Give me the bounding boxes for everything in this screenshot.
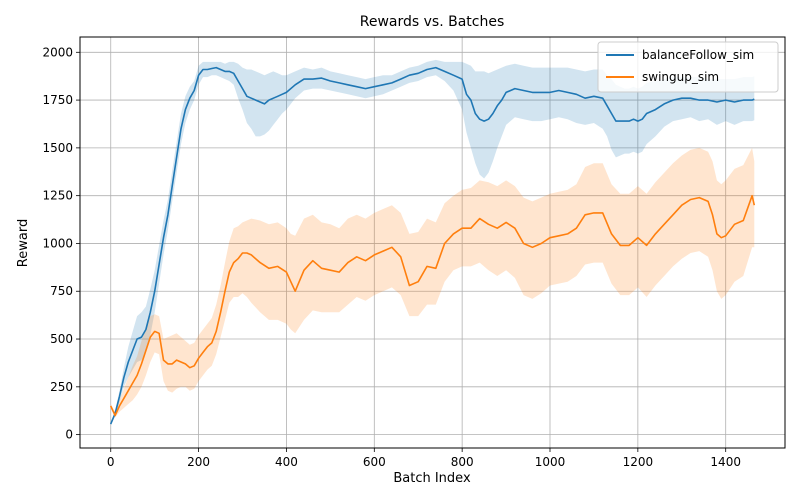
y-axis-ticks: 0 250 500 750 1000 1250 1500 1750 2000: [42, 45, 80, 442]
series-lines: [109, 66, 756, 425]
y-tick-label: 0: [65, 428, 73, 442]
swingup-sim-line: [109, 194, 756, 417]
grid-lines: [80, 37, 785, 448]
legend-box: [597, 41, 779, 93]
swingup-sim-band: [110, 147, 755, 418]
x-axis-label: Batch Index: [393, 471, 471, 486]
y-tick-label: 1250: [42, 189, 73, 203]
y-tick-label: 1000: [42, 236, 73, 250]
legend-label-swingup-sim: swingup_sim: [642, 70, 719, 84]
x-tick-label: 1400: [710, 455, 741, 469]
x-tick-label: 600: [363, 455, 386, 469]
legend: balanceFollow_sim swingup_sim: [597, 41, 779, 93]
legend-label-balancefollow-sim: balanceFollow_sim: [642, 48, 754, 62]
y-tick-label: 1750: [42, 93, 73, 107]
y-tick-label: 2000: [42, 45, 73, 59]
plot-frame: [79, 36, 786, 449]
y-tick-label: 1500: [42, 141, 73, 155]
x-axis-ticks: 0 200 400 600 800 1000 1200 1400: [107, 448, 741, 469]
x-tick-label: 1200: [623, 455, 654, 469]
x-tick-label: 1000: [535, 455, 566, 469]
confidence-bands: [110, 59, 755, 426]
balancefollow-sim-line: [109, 66, 755, 425]
x-tick-label: 800: [451, 455, 474, 469]
x-tick-label: 400: [275, 455, 298, 469]
x-tick-label: 200: [187, 455, 210, 469]
x-tick-label: 0: [107, 455, 115, 469]
y-tick-label: 250: [50, 380, 73, 394]
y-tick-label: 750: [50, 284, 73, 298]
y-axis-label: Reward: [16, 219, 31, 267]
balancefollow-sim-band: [110, 59, 755, 426]
y-tick-label: 500: [50, 332, 73, 346]
chart-title: Rewards vs. Batches: [360, 14, 505, 30]
